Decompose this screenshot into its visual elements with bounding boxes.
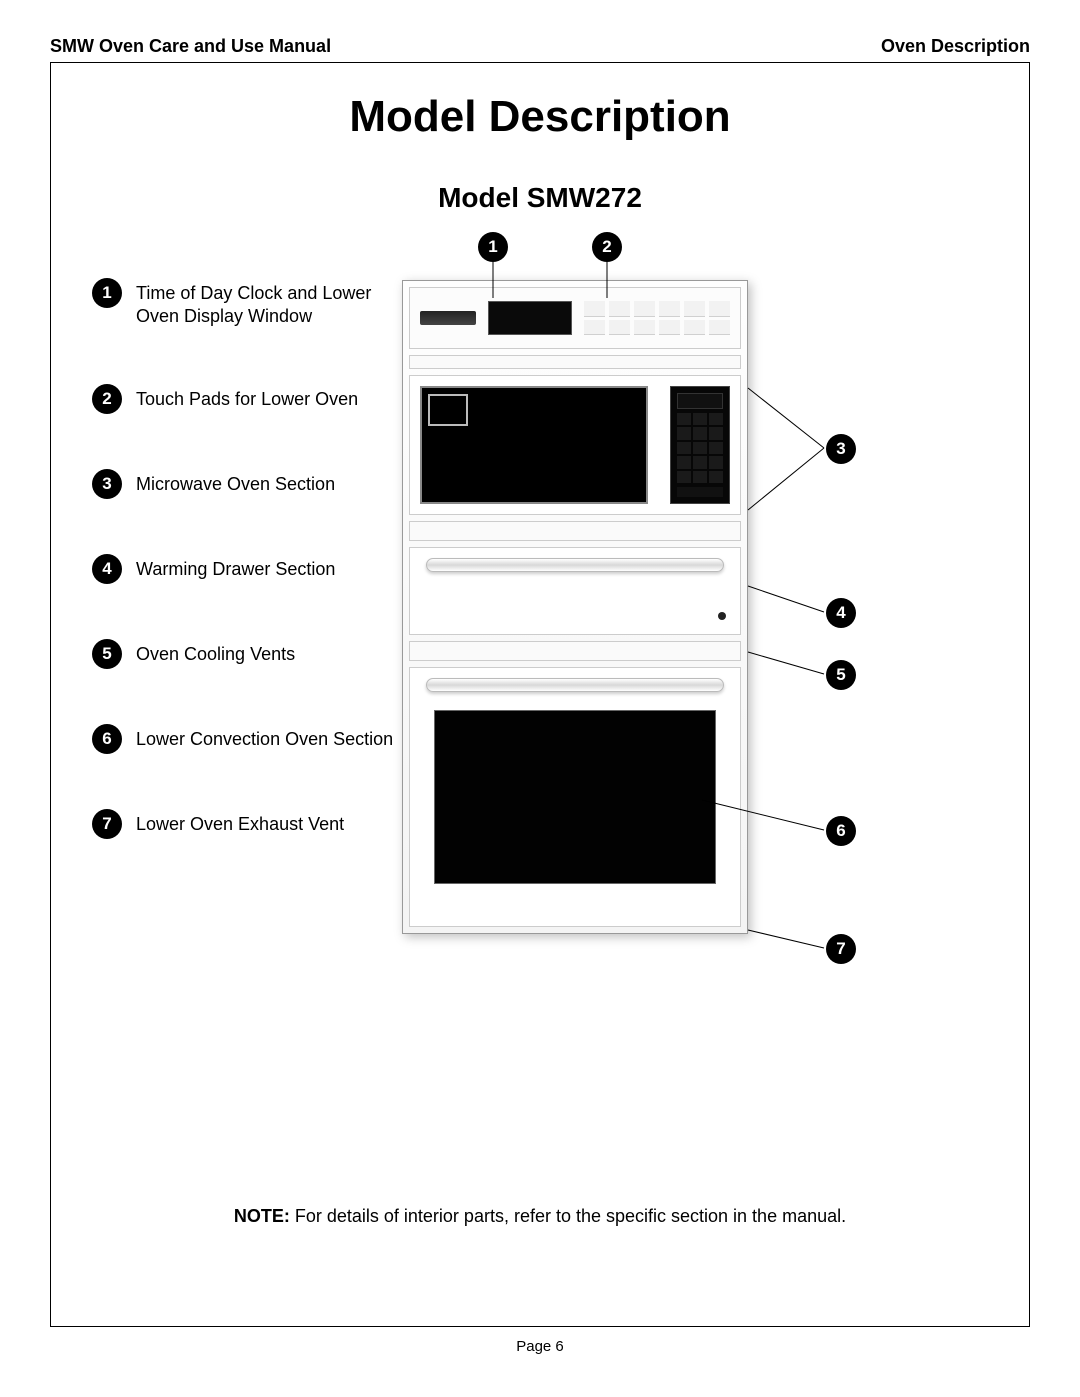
control-panel bbox=[409, 287, 741, 349]
page-header: SMW Oven Care and Use Manual Oven Descri… bbox=[50, 36, 1030, 57]
lower-oven-section bbox=[409, 667, 741, 927]
oven-handle bbox=[426, 678, 724, 692]
diagram-callout: 2 bbox=[592, 232, 622, 262]
diagram-callout: 1 bbox=[478, 232, 508, 262]
diagram-callout: 3 bbox=[826, 434, 856, 464]
legend-label: Lower Convection Oven Section bbox=[136, 724, 393, 751]
touch-pads bbox=[584, 301, 730, 335]
diagram-callout: 6 bbox=[826, 816, 856, 846]
legend-item: 2 Touch Pads for Lower Oven bbox=[92, 384, 402, 414]
diagram-callout: 7 bbox=[826, 934, 856, 964]
note-text: NOTE: For details of interior parts, ref… bbox=[0, 1206, 1080, 1227]
legend-label: Lower Oven Exhaust Vent bbox=[136, 809, 344, 836]
drawer-handle bbox=[426, 558, 724, 572]
legend-item: 5 Oven Cooling Vents bbox=[92, 639, 402, 669]
trim-strip bbox=[409, 355, 741, 369]
trim-strip bbox=[409, 521, 741, 541]
diagram-callout: 4 bbox=[826, 598, 856, 628]
legend-item: 1 Time of Day Clock and Lower Oven Displa… bbox=[92, 278, 402, 329]
legend-number-icon: 6 bbox=[92, 724, 122, 754]
legend-label: Touch Pads for Lower Oven bbox=[136, 384, 358, 411]
legend-item: 3 Microwave Oven Section bbox=[92, 469, 402, 499]
legend-number-icon: 5 bbox=[92, 639, 122, 669]
legend-label: Microwave Oven Section bbox=[136, 469, 335, 496]
legend-number-icon: 7 bbox=[92, 809, 122, 839]
microwave-window bbox=[420, 386, 648, 504]
oven-diagram bbox=[402, 280, 748, 934]
page-number: Page 6 bbox=[0, 1338, 1080, 1355]
header-left: SMW Oven Care and Use Manual bbox=[50, 36, 331, 57]
legend-label: Time of Day Clock and Lower Oven Display… bbox=[136, 278, 402, 329]
legend-label: Oven Cooling Vents bbox=[136, 639, 295, 666]
note-body: For details of interior parts, refer to … bbox=[290, 1206, 846, 1226]
warming-drawer bbox=[409, 547, 741, 635]
legend-number-icon: 1 bbox=[92, 278, 122, 308]
drawer-knob bbox=[718, 612, 726, 620]
legend-item: 7 Lower Oven Exhaust Vent bbox=[92, 809, 402, 839]
lower-oven-window bbox=[434, 710, 716, 884]
legend-number-icon: 4 bbox=[92, 554, 122, 584]
header-right: Oven Description bbox=[881, 36, 1030, 57]
page-title: Model Description bbox=[0, 92, 1080, 142]
legend-list: 1 Time of Day Clock and Lower Oven Displa… bbox=[92, 278, 402, 894]
legend-number-icon: 3 bbox=[92, 469, 122, 499]
clock-display bbox=[488, 301, 572, 335]
brand-badge bbox=[420, 311, 476, 325]
legend-item: 4 Warming Drawer Section bbox=[92, 554, 402, 584]
legend-number-icon: 2 bbox=[92, 384, 122, 414]
microwave-section bbox=[409, 375, 741, 515]
note-label: NOTE: bbox=[234, 1206, 290, 1226]
cooling-vents bbox=[409, 641, 741, 661]
legend-item: 6 Lower Convection Oven Section bbox=[92, 724, 402, 754]
legend-label: Warming Drawer Section bbox=[136, 554, 335, 581]
diagram-callout: 5 bbox=[826, 660, 856, 690]
model-subtitle: Model SMW272 bbox=[0, 182, 1080, 214]
microwave-control-panel bbox=[670, 386, 730, 504]
